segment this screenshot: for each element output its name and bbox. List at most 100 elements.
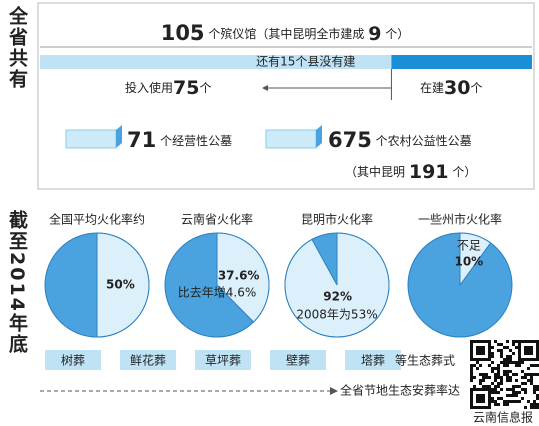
qr-cell bbox=[503, 373, 506, 376]
qr-cell bbox=[497, 397, 500, 400]
tag bbox=[45, 350, 101, 370]
qr-finder bbox=[470, 388, 491, 409]
qr-cell bbox=[512, 385, 515, 388]
qr-cell bbox=[491, 397, 494, 400]
qr-cell bbox=[512, 343, 515, 346]
qr-cell bbox=[506, 361, 509, 364]
qr-cell bbox=[530, 382, 533, 385]
qr-cell bbox=[500, 397, 503, 400]
qr-cell bbox=[482, 373, 485, 376]
qr-cell bbox=[494, 388, 497, 391]
qr-cell bbox=[482, 385, 485, 388]
kunming-prefix: （其中昆明 bbox=[345, 164, 405, 179]
qr-cell bbox=[524, 406, 527, 409]
pie-prefix: 不足 bbox=[457, 238, 481, 252]
qr-finder-core bbox=[476, 346, 485, 355]
building-label: 在建 bbox=[420, 81, 444, 95]
side-label: 全省共有 bbox=[6, 6, 28, 90]
qr-cell bbox=[524, 376, 527, 379]
qr-cell bbox=[524, 391, 527, 394]
in-use-line: 投入使用75个 bbox=[125, 77, 211, 99]
commercial: 71 bbox=[127, 128, 156, 152]
qr-cell bbox=[518, 361, 521, 364]
building: 30 bbox=[444, 77, 470, 99]
qr-cell bbox=[506, 400, 509, 403]
qr-cell bbox=[533, 388, 536, 391]
qr-cell bbox=[521, 376, 524, 379]
qr-cell bbox=[500, 379, 503, 382]
source: 云南信息报 bbox=[473, 410, 533, 425]
qr-cell bbox=[536, 394, 539, 397]
qr-cell bbox=[506, 373, 509, 376]
qr-cell bbox=[524, 382, 527, 385]
qr-finder-core bbox=[476, 394, 485, 403]
kunming-suffix: 个） bbox=[385, 27, 409, 41]
qr-cell bbox=[473, 364, 476, 367]
pie-value-label: 10% bbox=[454, 254, 483, 268]
qr-finder-core bbox=[524, 346, 533, 355]
qr-cell bbox=[485, 376, 488, 379]
qr-cell bbox=[536, 373, 539, 376]
in-use-label: 投入使用 bbox=[125, 80, 173, 95]
kunming-line: （其中昆明 191 个） bbox=[345, 161, 476, 183]
qr-cell bbox=[506, 358, 509, 361]
qr-cell bbox=[494, 367, 497, 370]
qr-cell bbox=[521, 382, 524, 385]
bar-building bbox=[391, 55, 532, 69]
qr-cell bbox=[527, 367, 530, 370]
qr-cell bbox=[530, 373, 533, 376]
qr-cell bbox=[518, 364, 521, 367]
qr-cell bbox=[506, 379, 509, 382]
qr-cell bbox=[485, 385, 488, 388]
qr-cell bbox=[524, 388, 527, 391]
qr-cell bbox=[503, 346, 506, 349]
arrow-text: 全省节地生态安葬率达 bbox=[340, 383, 460, 398]
qr-cell bbox=[497, 391, 500, 394]
qr-cell bbox=[527, 379, 530, 382]
qr-cell bbox=[521, 397, 524, 400]
qr-cell bbox=[521, 361, 524, 364]
qr-cell bbox=[533, 385, 536, 388]
rural-label: 个农村公益性公墓 bbox=[376, 134, 472, 148]
qr-cell bbox=[500, 376, 503, 379]
qr-cell bbox=[506, 394, 509, 397]
pie-title: 全国平均火化率约 bbox=[49, 212, 145, 227]
qr-cell bbox=[476, 361, 479, 364]
qr-code bbox=[470, 340, 539, 409]
pie-title: 昆明市火化率 bbox=[301, 212, 373, 227]
total-text: 个殡仪馆（其中昆明全市建成 bbox=[208, 26, 364, 41]
tag bbox=[345, 350, 401, 370]
qr-cell bbox=[494, 340, 497, 343]
qr-cell bbox=[494, 391, 497, 394]
box-side bbox=[116, 125, 122, 148]
tag-label: 鲜花葬 bbox=[130, 353, 166, 368]
qr-cell bbox=[533, 406, 536, 409]
tag-label: 壁葬 bbox=[286, 353, 310, 368]
qr-cell bbox=[503, 370, 506, 373]
qr-cell bbox=[488, 385, 491, 388]
pie-value-label: 37.6% bbox=[218, 269, 260, 283]
qr-cell bbox=[515, 394, 518, 397]
qr-cell bbox=[500, 349, 503, 352]
qr-cell bbox=[509, 376, 512, 379]
qr-cell bbox=[482, 376, 485, 379]
qr-cell bbox=[506, 403, 509, 406]
qr-cell bbox=[503, 364, 506, 367]
qr-cell bbox=[491, 382, 494, 385]
qr-cell bbox=[491, 388, 494, 391]
qr-cell bbox=[509, 361, 512, 364]
qr-cell bbox=[515, 340, 518, 343]
pie-value-label: 50% bbox=[106, 278, 135, 292]
qr-cell bbox=[515, 379, 518, 382]
qr-cell bbox=[497, 367, 500, 370]
qr-cell bbox=[515, 361, 518, 364]
qr-cell bbox=[512, 352, 515, 355]
qr-cell bbox=[479, 373, 482, 376]
qr-cell bbox=[533, 373, 536, 376]
qr-cell bbox=[533, 400, 536, 403]
box-side bbox=[316, 125, 322, 148]
qr-cell bbox=[500, 388, 503, 391]
pie-note: 比去年增4.6% bbox=[178, 286, 257, 300]
qr-cell bbox=[509, 400, 512, 403]
